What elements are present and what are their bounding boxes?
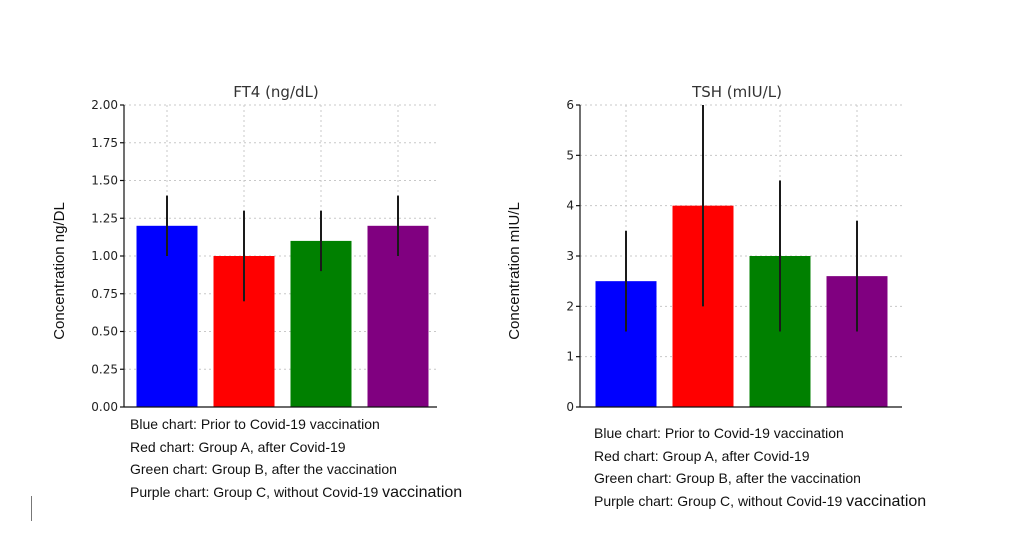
tsh-legend-line-2: Red chart: Group A, after Covid-19 [594,445,926,468]
tsh-y-tick-label: 4 [566,199,574,213]
tsh-chart-svg: TSH (mIU/L) Concentration mIU/L 0 1 2 3 4 5 6 [506,83,902,414]
tsh-y-axis-label: Concentration mIU/L [506,202,523,340]
tsh-legend-text: Red chart: Group A, after Covid-19 [594,447,810,464]
tsh-legend-line-1: Blue chart: Prior to Covid-19 vaccinatio… [594,422,926,445]
ft4-y-tick-label: 1.50 [91,174,118,188]
ft4-y-tick-label: 0.00 [91,400,118,414]
tsh-y-tick-label: 3 [566,249,574,263]
ft4-chart-title: FT4 (ng/dL) [233,83,319,101]
ft4-y-tick-label: 0.75 [91,287,118,301]
text-cursor-mark [31,496,32,521]
tsh-legend-line-4: Purple chart: Group C, without Covid-19 … [594,490,926,514]
tsh-y-tick-label: 2 [566,299,574,313]
ft4-legend: Blue chart: Prior to Covid-19 vaccinatio… [130,413,462,504]
ft4-legend-text: Purple chart: Group C, without Covid-19 [130,483,383,500]
tsh-legend-text: Blue chart: Prior to Covid-19 vaccinatio… [594,425,844,441]
tsh-chart: TSH (mIU/L) Concentration mIU/L 0 1 2 3 4 5 6 [500,0,1010,420]
tsh-y-tick-label: 6 [566,98,574,112]
tsh-legend-text: Green chart: Group B, after the vaccinat… [594,470,861,486]
tsh-y-tick-label: 1 [566,350,574,364]
ft4-legend-text: Red chart: Group A, after Covid-19 [130,438,346,455]
tsh-y-tick-label: 5 [566,148,574,162]
ft4-y-tick-label: 1.75 [91,136,118,150]
tsh-legend: Blue chart: Prior to Covid-19 vaccinatio… [594,422,926,513]
ft4-legend-text: Green chart: Group B, after the vaccinat… [130,461,397,477]
ft4-legend-line-4: Purple chart: Group C, without Covid-19 … [130,481,462,505]
ft4-y-tick-label: 1.25 [91,211,118,225]
ft4-legend-line-2: Red chart: Group A, after Covid-19 [130,436,462,459]
ft4-chart: FT4 (ng/dL) Concentration ng/DL 0.00 0.25 0.… [0,0,500,420]
ft4-legend-emphasis: vaccination [382,483,463,501]
ft4-y-tick-label: 1.00 [91,249,118,263]
tsh-legend-line-3: Green chart: Group B, after the vaccinat… [594,467,926,490]
ft4-y-tick-label: 2.00 [91,98,118,112]
ft4-y-tick-label: 0.50 [91,325,118,339]
tsh-legend-emphasis: vaccination [846,492,927,510]
ft4-legend-text: Blue chart: Prior to Covid-19 vaccinatio… [130,416,380,432]
ft4-legend-line-1: Blue chart: Prior to Covid-19 vaccinatio… [130,413,462,436]
tsh-chart-title: TSH (mIU/L) [691,83,782,101]
ft4-y-tick-label: 0.25 [91,362,118,376]
ft4-legend-line-3: Green chart: Group B, after the vaccinat… [130,458,462,481]
ft4-y-axis-label: Concentration ng/DL [51,202,68,340]
ft4-chart-svg: FT4 (ng/dL) Concentration ng/DL 0.00 0.25 0.… [51,83,437,414]
tsh-y-tick-label: 0 [566,400,574,414]
tsh-legend-text: Purple chart: Group C, without Covid-19 [594,492,847,509]
